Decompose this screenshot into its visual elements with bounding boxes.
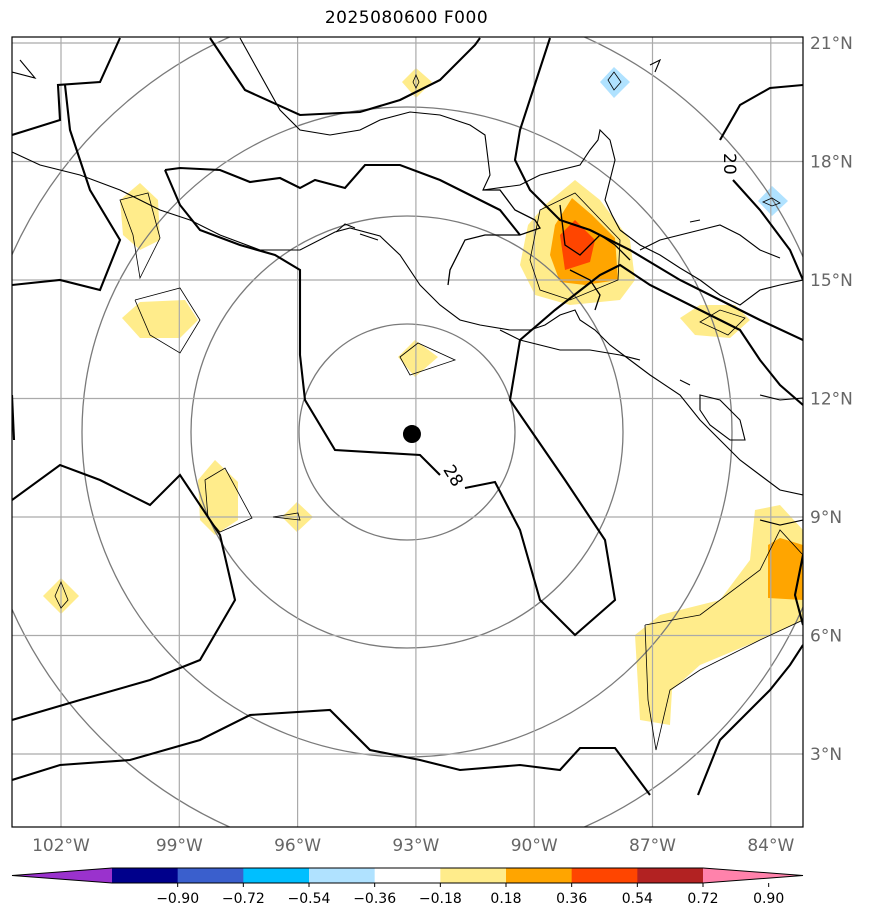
colorbar-segment [506,868,573,883]
shade-yellow-west2 [122,300,198,338]
lon-label: 102°W [32,836,90,856]
latitude-labels: 21°N 18°N 15°N 12°N 9°N 6°N 3°N [810,34,853,765]
contour-20 [719,83,803,141]
shade-yellow-southeast [635,505,803,725]
colorbar-segment [243,868,310,883]
colorbar-tick-label: 0.18 [490,891,521,907]
contour-northeast [513,37,803,341]
map-frame [11,36,804,828]
colorbar-segment [112,868,179,883]
colorbar-segment [571,868,638,883]
contour-20b [732,179,803,281]
contour-label-20: 20 [719,153,739,175]
coastlines [12,37,803,526]
colorbar-segment [374,868,441,883]
range-ring-2 [190,215,624,649]
lon-label: 84°W [747,836,794,856]
contour-north-2 [209,37,481,117]
contour-west [12,84,122,292]
contour-east-edge [793,554,803,626]
shade-orange-southeast [768,538,803,600]
lon-label: 96°W [274,836,321,856]
colorbar-tick-label: 0.72 [687,891,718,907]
colorbar-tick-label: −0.36 [353,891,396,907]
colorbar-outline [11,867,804,884]
colorbar-tick-label: 0.90 [753,891,784,907]
contour-28 [12,463,237,722]
colorbar-tick-label: −0.18 [419,891,462,907]
colorbar-tick-label: 0.54 [622,891,653,907]
lon-label: 87°W [629,836,676,856]
contour-label-28: 28 [438,462,466,491]
colorbar-tick-label: 0.36 [556,891,587,907]
thick-contours [12,37,803,796]
shade-blue-top [600,67,630,98]
range-rings [12,37,803,827]
colorbar-tick-label: −0.54 [288,891,331,907]
contour-28-center [164,163,521,236]
contour-southeast [697,644,803,796]
storm-center-marker [402,425,421,444]
contour-south [12,708,651,796]
shade-yellow-center [398,340,438,377]
shade-yellow-honduras [680,305,750,338]
lat-label: 9°N [810,508,842,528]
colorbar-extend-high [703,868,803,883]
longitude-labels: 102°W 99°W 96°W 93°W 90°W 87°W 84°W [32,836,794,856]
shade-red-guatemala [560,220,595,270]
map-title: 2025080600 F000 [324,8,489,28]
colorbar-segment [177,868,244,883]
colorbar-extend-low [12,868,112,883]
colorbar-segment [637,868,704,883]
contour-28-west [164,169,803,637]
lat-label: 3°N [810,745,842,765]
shaded-regions [43,67,803,725]
colorbar-segment [440,868,507,883]
lon-label: 99°W [156,836,203,856]
lat-label: 15°N [810,271,853,291]
colorbar: −0.90 −0.72 −0.54 −0.36 −0.18 0.18 0.36 0.54 0.7… [11,867,804,907]
range-ring-1 [298,323,516,541]
colorbar-segment [309,868,376,883]
lat-label: 18°N [810,153,853,173]
lon-label: 90°W [511,836,558,856]
lat-label: 6°N [810,627,842,647]
contour-north [12,37,121,137]
lon-label: 93°W [392,836,439,856]
shade-yellow-west3 [198,460,238,535]
colorbar-tick-label: −0.90 [156,891,199,907]
gridlines [12,37,803,827]
lat-label: 12°N [810,390,853,410]
shade-yellow-top [402,68,432,98]
thin-contours [54,71,803,751]
colorbar-tick-label: −0.72 [222,891,265,907]
lat-label: 21°N [810,34,853,54]
borders [447,189,631,311]
